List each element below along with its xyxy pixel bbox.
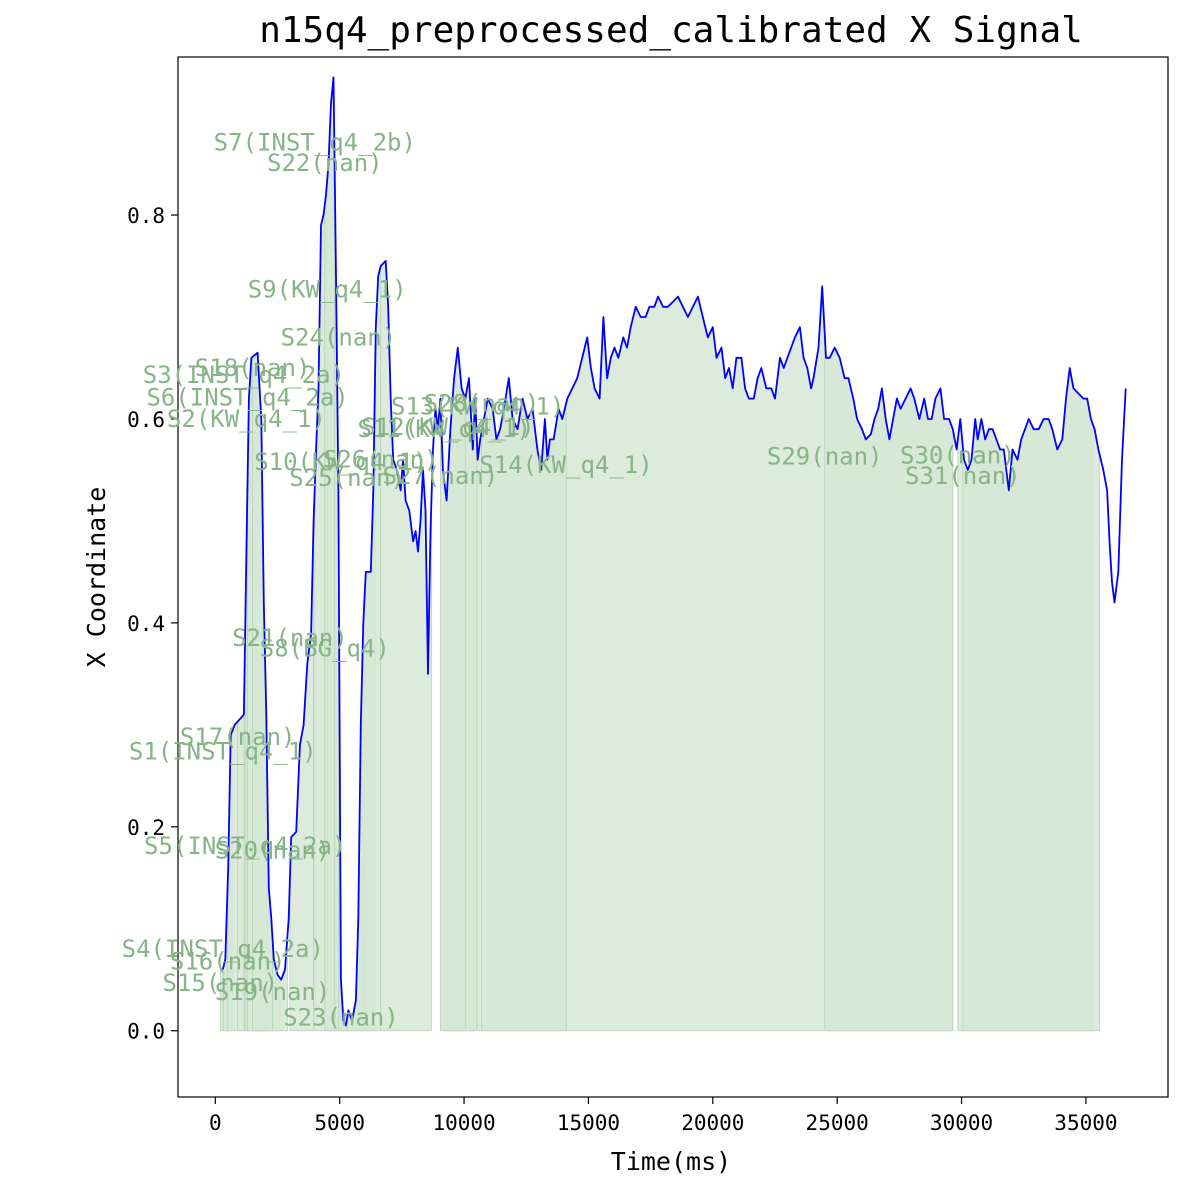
segment-label-28: S28(nan) [424, 390, 540, 418]
y-tick-label: 0.4 [127, 612, 165, 636]
x-tick-label: 10000 [432, 1111, 495, 1135]
segment-label-10: S10(KW_q4_1) [254, 448, 427, 476]
x-tick-label: 0 [209, 1111, 222, 1135]
x-tick-label: 20000 [681, 1111, 744, 1135]
x-axis-label: Time(ms) [611, 1147, 731, 1176]
y-axis-label: X Coordinate [82, 487, 111, 668]
segment-label-31: S31(nan) [905, 462, 1021, 490]
segment-label-29: S29(nan) [767, 443, 883, 471]
segment-label-3: S3(INST_q4_2a) [143, 361, 345, 389]
segment-label-12: S12(KW_q4_1) [361, 413, 534, 441]
segment-label-7: S7(INST_q4_2b) [214, 129, 416, 157]
segment-label-5: S5(INST_q4_2a) [144, 832, 346, 860]
signal-line-layer [221, 76, 1127, 1027]
segment-label-2: S2(KW_q4_1) [167, 405, 326, 433]
segment-label-22: S22(nan) [267, 149, 383, 177]
segment-label-18: S18(nan) [195, 354, 311, 382]
segment-label-23: S23(nan) [283, 1004, 399, 1032]
segment-area-22 [324, 77, 336, 1032]
segment-label-14: S14(KW_q4_1) [479, 451, 652, 479]
segment-label-25: S25(nan) [289, 464, 405, 492]
segment-label-4: S4(INST_q4_2a) [122, 935, 324, 963]
y-tick-label: 0.2 [127, 816, 165, 840]
segment-label-layer: S1(INST_q4_1) S2(KW_q4_1) S3(INST_q4_2a) S4… [122, 129, 1021, 1032]
segment-label-19: S19(nan) [215, 978, 331, 1006]
segment-label-9: S9(KW_q4_1) [248, 276, 407, 304]
segment-label-27: S27(nan) [383, 462, 499, 490]
segment-label-17: S17(nan) [180, 723, 296, 751]
segment-label-8: S8(BG_q4) [260, 634, 390, 662]
y-tick-label: 0.0 [127, 1020, 165, 1044]
segment-label-30: S30(nan) [900, 442, 1016, 470]
y-tick-label: 0.8 [127, 204, 165, 228]
segment-label-13: S13(KW_q4_1) [391, 393, 564, 421]
segment-label-26: S26(nan) [323, 446, 439, 474]
segment-label-20: S20(nan) [215, 836, 331, 864]
segment-area-27 [440, 347, 466, 1032]
chart-title: n15q4_preprocessed_calibrated X Signal [259, 10, 1083, 51]
y-axis-ticks: 0.0 0.2 0.4 0.6 0.8 [127, 204, 178, 1044]
segment-label-6: S6(INST_q4_2a) [146, 384, 348, 412]
segment-label-24: S24(nan) [281, 323, 397, 351]
segment-label-11: S11(KW_q4_1) [358, 415, 531, 443]
y-tick-label: 0.6 [127, 408, 165, 432]
x-axis-ticks: 0 5000 10000 15000 20000 25000 30000 35000 [209, 1097, 1118, 1135]
plot-frame [177, 56, 1169, 1098]
segment-label-21: S21(nan) [232, 624, 348, 652]
x-tick-label: 5000 [314, 1111, 365, 1135]
x-tick-label: 25000 [806, 1111, 869, 1135]
segment-label-16: S16(nan) [170, 947, 286, 975]
segment-label-15: S15(nan) [163, 969, 279, 997]
segment-label-1: S1(INST_q4_1) [129, 737, 317, 765]
x-tick-label: 30000 [930, 1111, 993, 1135]
signal-line [221, 76, 1127, 1027]
x-tick-label: 35000 [1054, 1111, 1117, 1135]
segment-fill-layer [219, 77, 1100, 1032]
x-tick-label: 15000 [557, 1111, 620, 1135]
